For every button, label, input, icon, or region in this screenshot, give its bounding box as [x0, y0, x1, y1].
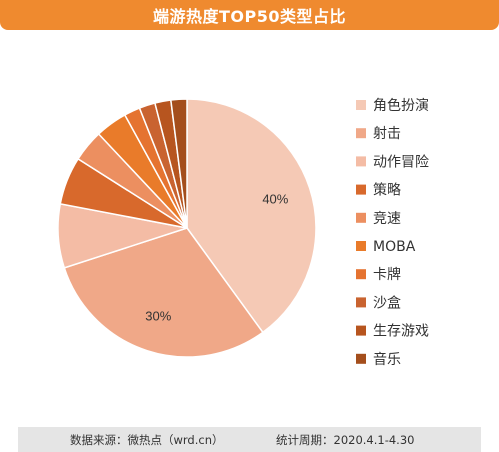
legend-swatch: [356, 212, 366, 223]
legend-label: MOBA: [373, 239, 416, 255]
legend-swatch: [356, 100, 366, 110]
legend-swatch: [356, 297, 366, 308]
legend-label: 生存游戏: [373, 324, 429, 340]
pie-slice-0: [186, 98, 317, 334]
legend-label: 卡牌: [373, 266, 401, 283]
legend-label: 竞速: [373, 210, 401, 227]
pie-slice-9: [169, 98, 188, 229]
legend-swatch: [356, 241, 366, 251]
slice-labels: 40% 30%: [145, 191, 288, 323]
slice-data-label: 30%: [145, 308, 171, 323]
data-source-note: 数据来源：微热点（wrd.cn）: [70, 432, 224, 447]
legend-swatch: [356, 353, 366, 364]
slice-data-label: 40%: [262, 191, 288, 206]
legend-label: 射击: [373, 126, 401, 142]
legend-label: 策略: [373, 182, 401, 199]
legend-label: 沙盒: [373, 294, 401, 311]
footer-bar: 数据来源：微热点（wrd.cn） 统计周期：2020.4.1-4.30: [18, 427, 481, 452]
legend-swatch: [356, 156, 366, 167]
pie-slice-1: [63, 227, 264, 358]
chart-title-banner: 端游热度TOP50类型占比: [0, 0, 499, 30]
legend-label: 动作冒险: [373, 154, 429, 170]
legend-swatch: [356, 184, 366, 195]
pie-slices: [57, 98, 317, 358]
legend-swatch: [356, 325, 366, 336]
legend-label: 音乐: [373, 351, 401, 368]
legend-label: 角色扮演: [373, 97, 429, 114]
legend-swatch: [356, 128, 366, 139]
statistics-period-note: 统计周期：2020.4.1-4.30: [276, 432, 415, 447]
legend-swatch: [356, 269, 366, 280]
chart-title: 端游热度TOP50类型占比: [152, 7, 346, 26]
